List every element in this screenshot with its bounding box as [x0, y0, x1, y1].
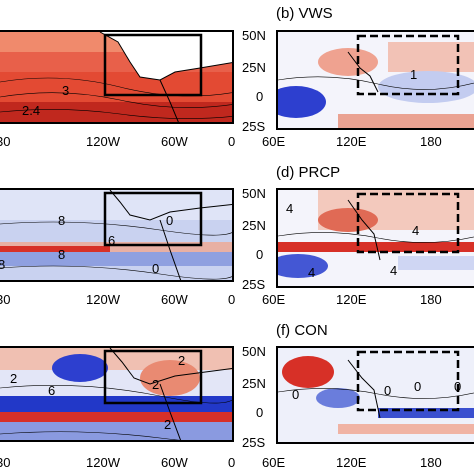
contour-label: 0 [414, 379, 422, 394]
x-tick: 180 [420, 455, 442, 470]
contour-label: 6 [48, 383, 56, 398]
contour-label: 8 [58, 213, 66, 228]
x-tick: 180 [420, 292, 442, 307]
y-tick: 25S [242, 119, 266, 134]
contour-label: 0 [384, 383, 392, 398]
y-tick: 0 [256, 247, 264, 262]
contour-label: 8 [58, 247, 66, 262]
x-tick: 60W [161, 292, 188, 307]
contour-label: 2 [10, 371, 18, 386]
contour-label: 0 [152, 261, 160, 276]
x-tick: 120E [336, 455, 367, 470]
y-tick: 50N [242, 28, 266, 43]
contour-label: 4 [412, 223, 420, 238]
contour-label: 2 [164, 417, 172, 432]
x-tick: 60W [161, 455, 188, 470]
y-tick: 25N [242, 218, 266, 233]
panel-c-field [0, 190, 232, 280]
contour-label: 8 [0, 258, 5, 271]
x-tick: 0 [228, 455, 236, 470]
panel-f-title: (f) CON [276, 322, 328, 339]
contour-label: 0 [292, 387, 300, 402]
x-tick: 60E [262, 292, 286, 307]
panel-d-map: 4 4 4 4 [276, 188, 474, 288]
panel-e-field [0, 348, 232, 440]
x-tick: 60E [262, 134, 286, 149]
x-tick: 60W [161, 134, 188, 149]
contour-label: 4 [308, 265, 316, 280]
contour-label: 6 [108, 233, 116, 248]
contour-label: 0 [166, 213, 174, 228]
x-tick: 0 [228, 134, 236, 149]
contour-label: 1 [410, 67, 418, 82]
panel-b-map: 1 [276, 30, 474, 130]
y-tick: 25N [242, 376, 266, 391]
y-tick: 0 [256, 89, 264, 104]
panel-a-map: 3 2.4 [0, 30, 234, 124]
x-tick: 30 [0, 455, 11, 470]
panel-c-map: 8 8 6 0 0 8 [0, 188, 234, 282]
panel-b-field [278, 32, 474, 128]
y-tick: 50N [242, 186, 266, 201]
y-tick: 0 [256, 405, 264, 420]
contour-label: 2.4 [22, 103, 41, 118]
x-tick: 30 [0, 134, 11, 149]
panel-f-field [278, 348, 474, 442]
x-tick: 60E [262, 455, 286, 470]
x-tick: 120W [86, 292, 120, 307]
panel-b-title: (b) VWS [276, 5, 333, 22]
panel-d-title: (d) PRCP [276, 164, 341, 181]
y-tick: 25S [242, 435, 266, 450]
contour-label: 2 [152, 377, 160, 392]
x-tick: 120W [86, 134, 120, 149]
x-tick: 120W [86, 455, 120, 470]
y-tick: 25N [242, 60, 266, 75]
x-tick: 120E [336, 292, 367, 307]
contour-label: 3 [62, 83, 70, 98]
contour-label: 4 [390, 263, 398, 278]
contour-label: 0 [454, 379, 462, 394]
contour-label: 2 [178, 353, 186, 368]
panel-f-map: 0 0 0 0 [276, 346, 474, 444]
y-tick: 25S [242, 277, 266, 292]
panel-d-field [278, 190, 474, 286]
y-tick: 50N [242, 344, 266, 359]
contour-label: 4 [286, 201, 294, 216]
x-tick: 120E [336, 134, 367, 149]
panel-e-map: 2 6 2 2 2 [0, 346, 234, 442]
x-tick: 30 [0, 292, 11, 307]
panel-a-field [0, 32, 232, 122]
x-tick: 180 [420, 134, 442, 149]
x-tick: 0 [228, 292, 236, 307]
